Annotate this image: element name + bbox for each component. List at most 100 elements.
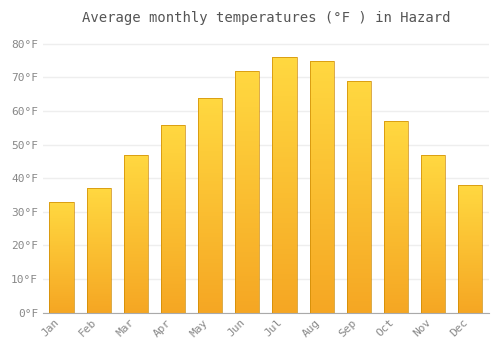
Bar xyxy=(347,181,371,183)
Bar xyxy=(161,232,185,233)
Bar xyxy=(272,93,296,96)
Bar xyxy=(86,218,111,219)
Bar xyxy=(86,197,111,198)
Bar xyxy=(421,197,445,199)
Bar xyxy=(161,270,185,271)
Bar xyxy=(310,146,334,149)
Bar xyxy=(347,139,371,141)
Bar xyxy=(161,213,185,215)
Bar xyxy=(347,167,371,169)
Bar xyxy=(347,289,371,292)
Bar xyxy=(161,222,185,224)
Bar xyxy=(347,211,371,213)
Bar xyxy=(236,252,260,254)
Bar xyxy=(421,158,445,160)
Bar xyxy=(310,219,334,222)
Bar xyxy=(50,289,74,290)
Bar xyxy=(161,188,185,190)
Bar xyxy=(421,174,445,175)
Bar xyxy=(198,201,222,203)
Bar xyxy=(86,249,111,251)
Bar xyxy=(236,310,260,313)
Bar xyxy=(161,168,185,170)
Bar xyxy=(384,250,408,251)
Bar xyxy=(310,167,334,169)
Bar xyxy=(272,177,296,180)
Bar xyxy=(421,243,445,245)
Bar xyxy=(310,106,334,108)
Bar xyxy=(458,290,482,291)
Bar xyxy=(310,290,334,293)
Bar xyxy=(347,243,371,245)
Bar xyxy=(161,211,185,213)
Bar xyxy=(421,257,445,259)
Bar xyxy=(421,262,445,264)
Bar xyxy=(421,286,445,287)
Bar xyxy=(384,131,408,133)
Bar xyxy=(161,262,185,264)
Bar xyxy=(161,226,185,228)
Bar xyxy=(458,259,482,260)
Bar xyxy=(124,194,148,196)
Bar xyxy=(310,124,334,126)
Bar xyxy=(236,306,260,308)
Bar xyxy=(421,267,445,268)
Bar xyxy=(347,148,371,150)
Bar xyxy=(161,266,185,267)
Bar xyxy=(50,211,74,212)
Bar xyxy=(384,303,408,305)
Bar xyxy=(236,97,260,100)
Bar xyxy=(347,248,371,250)
Bar xyxy=(458,247,482,249)
Bar xyxy=(198,237,222,239)
Bar xyxy=(86,296,111,298)
Bar xyxy=(458,207,482,208)
Bar xyxy=(236,303,260,306)
Bar xyxy=(310,232,334,234)
Bar xyxy=(50,245,74,246)
Bar xyxy=(458,261,482,263)
Bar xyxy=(272,116,296,119)
Bar xyxy=(124,284,148,286)
Bar xyxy=(310,139,334,141)
Bar xyxy=(50,262,74,263)
Bar xyxy=(421,308,445,309)
Bar xyxy=(458,188,482,189)
Bar xyxy=(384,177,408,178)
Bar xyxy=(50,277,74,278)
Bar xyxy=(347,275,371,278)
Bar xyxy=(124,201,148,202)
Bar xyxy=(50,278,74,279)
Bar xyxy=(384,161,408,163)
Bar xyxy=(310,93,334,96)
Bar xyxy=(272,75,296,78)
Bar xyxy=(310,121,334,124)
Bar xyxy=(198,100,222,102)
Bar xyxy=(347,160,371,162)
Bar xyxy=(86,226,111,227)
Bar xyxy=(50,283,74,284)
Bar xyxy=(124,221,148,223)
Bar xyxy=(421,182,445,183)
Bar xyxy=(458,208,482,209)
Bar xyxy=(161,132,185,134)
Bar xyxy=(161,181,185,183)
Bar xyxy=(272,101,296,103)
Bar xyxy=(161,252,185,254)
Bar xyxy=(310,61,334,313)
Bar xyxy=(50,215,74,216)
Bar xyxy=(272,274,296,277)
Bar xyxy=(50,234,74,235)
Bar xyxy=(347,99,371,102)
Bar xyxy=(272,57,296,60)
Bar xyxy=(124,161,148,163)
Bar xyxy=(236,238,260,240)
Bar xyxy=(384,301,408,303)
Bar xyxy=(310,86,334,89)
Bar xyxy=(458,209,482,210)
Bar xyxy=(458,279,482,281)
Bar xyxy=(310,116,334,119)
Bar xyxy=(310,81,334,83)
Bar xyxy=(124,182,148,183)
Bar xyxy=(347,262,371,264)
